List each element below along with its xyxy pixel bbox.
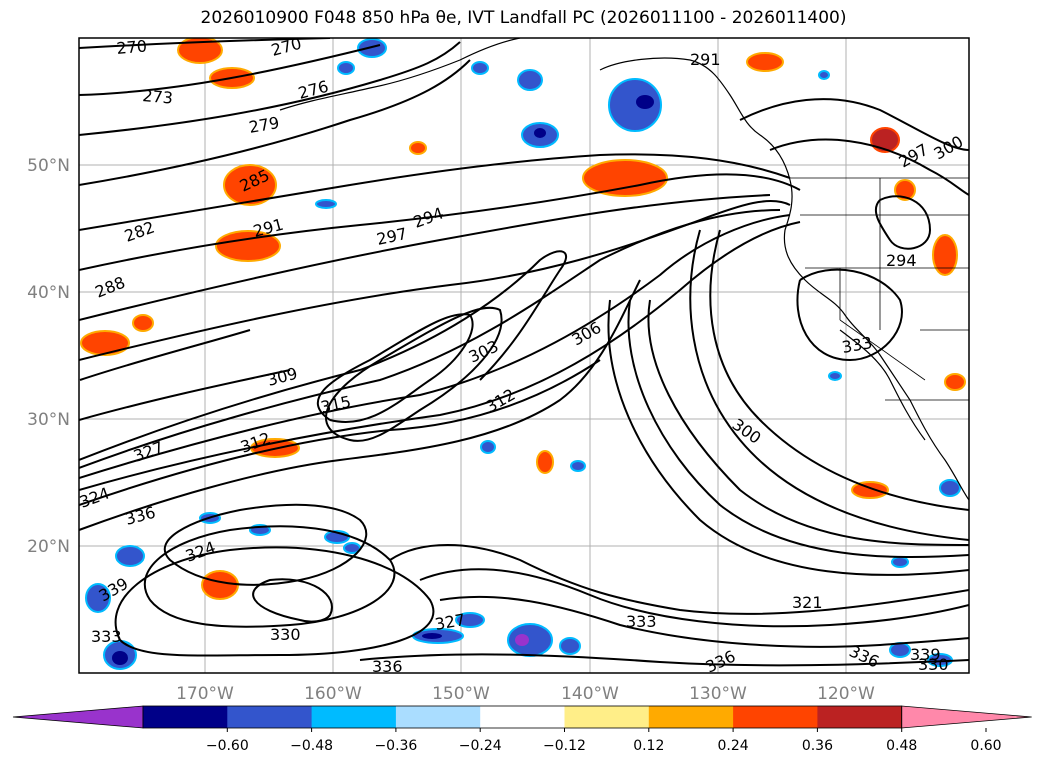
colorbar-tick-label: −0.36 bbox=[374, 738, 417, 754]
contour-label: 330 bbox=[270, 625, 301, 644]
colorbar-bin bbox=[564, 706, 650, 728]
map-area bbox=[79, 38, 969, 673]
lon-tick-label: 170°W bbox=[176, 684, 234, 704]
map-title: 2026010900 F048 850 hPa θe, IVT Landfall… bbox=[200, 8, 847, 28]
colorbar-tick-label: −0.12 bbox=[543, 738, 586, 754]
colorbar-tick-label: −0.60 bbox=[206, 738, 249, 754]
colorbar: −0.60 −0.48 −0.36 −0.24 −0.12 0.12 0.24 0.36 0.4… bbox=[12, 705, 1032, 754]
contour-label: 333 bbox=[91, 627, 122, 646]
longitude-ticks: 170°W 160°W 150°W 140°W 130°W 120°W bbox=[176, 684, 875, 704]
colorbar-tick-label: −0.48 bbox=[290, 738, 333, 754]
colorbar-extend-high bbox=[901, 705, 1032, 729]
contour-label: 330 bbox=[918, 655, 949, 674]
colorbar-bin bbox=[648, 706, 734, 728]
lon-tick-label: 140°W bbox=[561, 684, 619, 704]
latitude-ticks: 50°N 40°N 30°N 20°N bbox=[27, 156, 70, 557]
anomaly-patches bbox=[80, 38, 966, 670]
contour-label: 336 bbox=[372, 657, 403, 676]
lat-tick-label: 30°N bbox=[27, 410, 70, 430]
lon-tick-label: 120°W bbox=[817, 684, 875, 704]
contour-label: 291 bbox=[690, 50, 721, 69]
colorbar-bin bbox=[733, 706, 818, 728]
lat-tick-label: 40°N bbox=[27, 283, 70, 303]
lon-tick-label: 130°W bbox=[689, 684, 747, 704]
colorbar-extend-low bbox=[12, 705, 144, 729]
colorbar-tick-label: 0.24 bbox=[718, 738, 749, 754]
colorbar-bin bbox=[395, 706, 481, 728]
colorbar-bin bbox=[227, 706, 313, 728]
coastline bbox=[279, 38, 969, 501]
contour-label: 294 bbox=[886, 251, 917, 270]
theta-e-contours bbox=[79, 38, 969, 667]
colorbar-tick-label: 0.60 bbox=[970, 738, 1001, 754]
lon-tick-label: 160°W bbox=[304, 684, 362, 704]
contour-label: 333 bbox=[626, 612, 657, 631]
state-borders bbox=[790, 177, 969, 401]
contour-label: 270 bbox=[116, 36, 148, 58]
contour-label: 339 bbox=[910, 645, 941, 664]
colorbar-bin bbox=[143, 706, 228, 728]
contour-label: 273 bbox=[142, 86, 174, 108]
lon-tick-label: 150°W bbox=[432, 684, 490, 704]
lat-tick-label: 50°N bbox=[27, 156, 70, 176]
contour-label: 321 bbox=[792, 593, 823, 612]
colorbar-tick-label: 0.36 bbox=[802, 738, 833, 754]
colorbar-frame bbox=[142, 705, 903, 729]
colorbar-tick-label: 0.48 bbox=[886, 738, 917, 754]
map-frame bbox=[78, 37, 970, 674]
colorbar-bin bbox=[480, 706, 565, 728]
colorbar-tick-label: −0.24 bbox=[459, 738, 502, 754]
colorbar-bin bbox=[817, 706, 903, 728]
colorbar-tick-label: 0.12 bbox=[633, 738, 664, 754]
colorbar-bin bbox=[311, 706, 397, 728]
lat-tick-label: 20°N bbox=[27, 537, 70, 557]
